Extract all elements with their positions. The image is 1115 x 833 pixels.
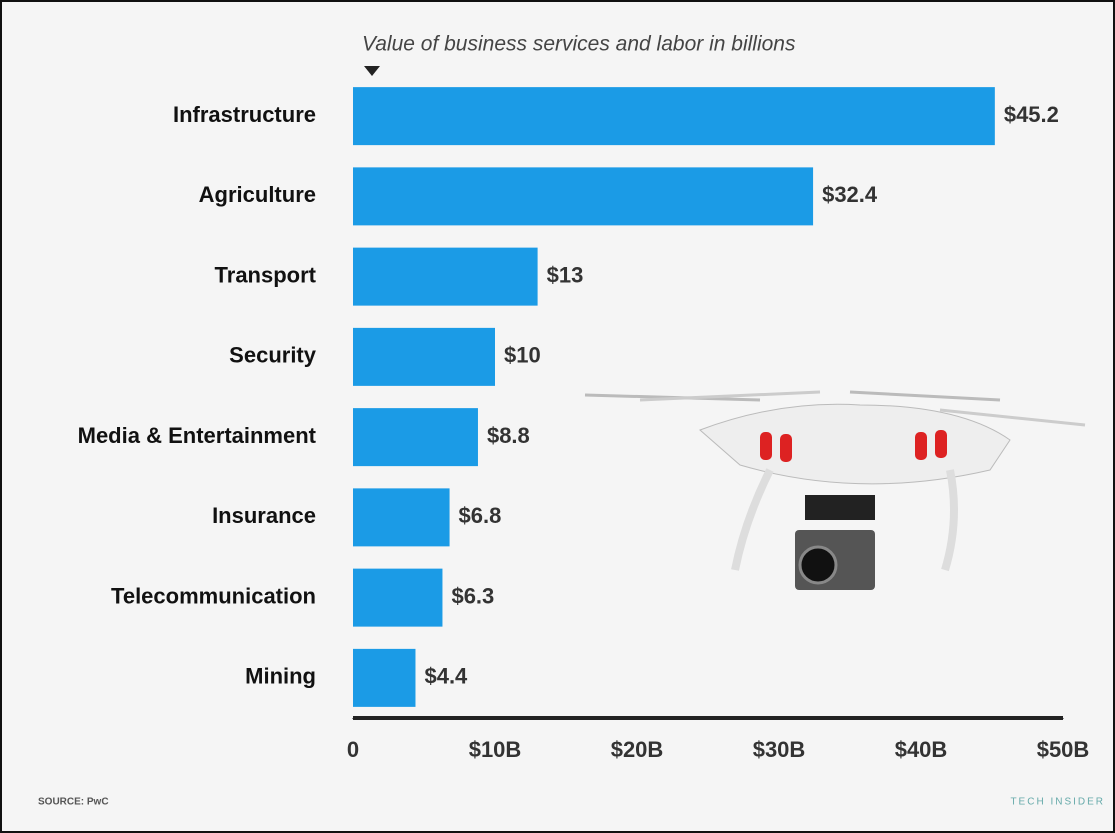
category-label: Mining: [245, 664, 316, 689]
drone-illustration: [584, 390, 1086, 590]
x-tick-label: $20B: [611, 737, 664, 762]
bar: [353, 247, 538, 306]
bar: [353, 167, 814, 226]
value-label: $6.8: [459, 503, 502, 528]
stripe: [915, 432, 927, 460]
bar: [353, 568, 443, 627]
bar: [353, 488, 450, 547]
value-label: $8.8: [487, 423, 530, 448]
value-label: $32.4: [822, 182, 878, 207]
category-label: Security: [229, 343, 317, 368]
chart-title: Value of business services and labor in …: [362, 33, 796, 56]
category-label: Media & Entertainment: [78, 423, 317, 448]
stripe: [935, 430, 947, 458]
landing-gear: [731, 468, 958, 572]
value-label: $4.4: [424, 664, 468, 689]
rotor: [639, 390, 821, 402]
stripe: [760, 432, 772, 460]
x-tick-label: $30B: [753, 737, 806, 762]
title-pointer: [364, 66, 380, 76]
category-label: Transport: [215, 262, 317, 287]
category-label: Insurance: [212, 503, 316, 528]
source: SOURCE: PwC: [38, 797, 109, 808]
gimbal: [805, 495, 875, 520]
value-label: $45.2: [1004, 102, 1059, 127]
rotor: [849, 390, 1001, 402]
drone-body: [699, 403, 1011, 485]
x-tick-label: $50B: [1037, 737, 1090, 762]
bar: [353, 648, 416, 707]
value-label: $13: [547, 262, 584, 287]
category-label: Infrastructure: [173, 102, 316, 127]
category-label: Telecommunication: [111, 583, 316, 608]
rotor: [939, 408, 1086, 427]
value-label: $6.3: [451, 583, 494, 608]
lens: [798, 545, 838, 585]
bar: [353, 408, 478, 467]
x-tick-label: $40B: [895, 737, 948, 762]
bar: [353, 87, 995, 146]
category-label: Agriculture: [199, 182, 316, 207]
bar: [353, 327, 495, 386]
value-label: $10: [504, 343, 541, 368]
brand: TECH INSIDER: [1010, 797, 1105, 808]
x-tick-label: 0: [347, 737, 359, 762]
stripe: [780, 434, 792, 462]
x-tick-label: $10B: [469, 737, 522, 762]
